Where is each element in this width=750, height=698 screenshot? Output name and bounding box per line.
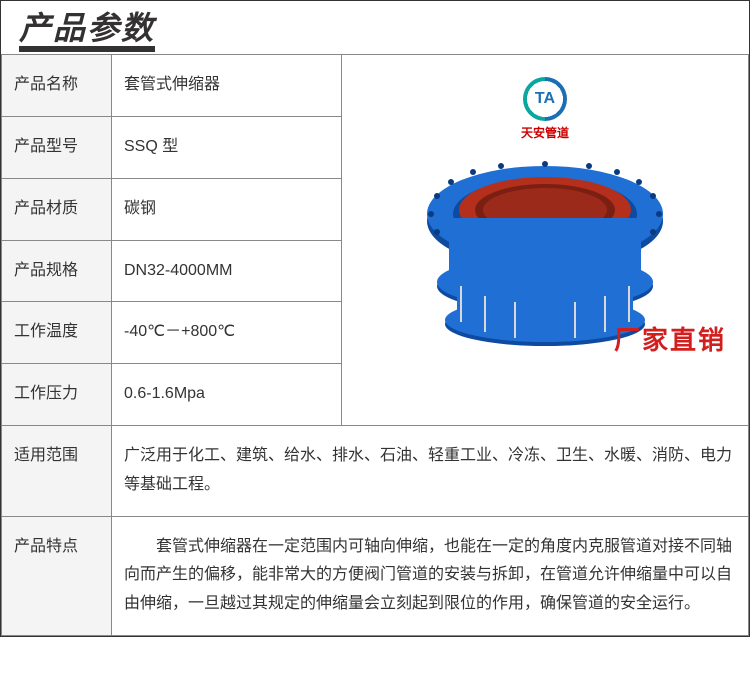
spec-value-scope: 广泛用于化工、建筑、给水、排水、石油、轻重工业、冷冻、卫生、水暖、消防、电力等基… <box>112 425 749 516</box>
spec-label-model: 产品型号 <box>2 116 112 178</box>
spec-value-material: 碳钢 <box>112 178 342 240</box>
spec-value-model: SSQ 型 <box>112 116 342 178</box>
logo-initials: TA <box>535 85 555 114</box>
spec-value-temp: -40℃－+800℃ <box>112 302 342 364</box>
spec-label-material: 产品材质 <box>2 178 112 240</box>
spec-value-features: 套管式伸缩器在一定范围内可轴向伸缩，也能在一定的角度内克服管道对接不同轴向而产生… <box>112 516 749 635</box>
table-row: 产品名称 套管式伸缩器 TA 天安管道 <box>2 55 749 117</box>
logo-circle-icon: TA <box>523 77 567 121</box>
spec-panel: 产品参数 产品名称 套管式伸缩器 TA 天安管道 <box>0 0 750 637</box>
spec-value-name: 套管式伸缩器 <box>112 55 342 117</box>
title-row: 产品参数 <box>1 1 749 54</box>
product-image-cell: TA 天安管道 <box>342 55 749 426</box>
spec-label-size: 产品规格 <box>2 240 112 302</box>
spec-value-size: DN32-4000MM <box>112 240 342 302</box>
table-row: 产品特点 套管式伸缩器在一定范围内可轴向伸缩，也能在一定的角度内克服管道对接不同… <box>2 516 749 635</box>
spec-label-name: 产品名称 <box>2 55 112 117</box>
spec-table: 产品名称 套管式伸缩器 TA 天安管道 <box>1 54 749 636</box>
product-image-wrap: TA 天安管道 <box>354 71 736 371</box>
spec-value-pressure: 0.6-1.6Mpa <box>112 364 342 426</box>
table-row: 适用范围 广泛用于化工、建筑、给水、排水、石油、轻重工业、冷冻、卫生、水暖、消防… <box>2 425 749 516</box>
direct-sale-badge: 厂家直销 <box>614 318 726 365</box>
features-text: 套管式伸缩器在一定范围内可轴向伸缩，也能在一定的角度内克服管道对接不同轴向而产生… <box>124 538 732 613</box>
spec-label-pressure: 工作压力 <box>2 364 112 426</box>
spec-label-temp: 工作温度 <box>2 302 112 364</box>
spec-label-scope: 适用范围 <box>2 425 112 516</box>
spec-label-features: 产品特点 <box>2 516 112 635</box>
page-title: 产品参数 <box>19 11 155 52</box>
